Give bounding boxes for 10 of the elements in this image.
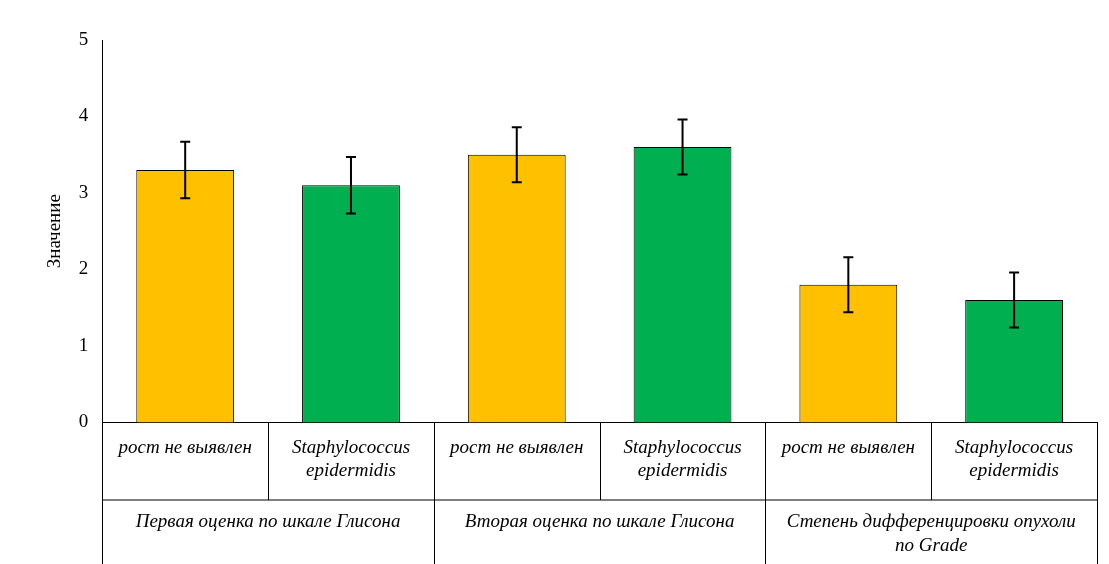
y-tick-label: 5 [78, 27, 89, 49]
text: Степень дифференцировки опухоли по Grade [786, 509, 1076, 555]
y-tick-label: 4 [78, 104, 89, 126]
text: Первая оценка по шкале Глисона [134, 509, 401, 531]
y-tick-label: 3 [78, 180, 89, 202]
text: Вторая оценка по шкале Глисона [464, 509, 735, 531]
y-axis-title: Значение [43, 194, 65, 269]
y-tick-label: 0 [78, 410, 89, 432]
y-tick-label: 2 [78, 257, 89, 279]
y-tick-label: 1 [78, 333, 89, 355]
